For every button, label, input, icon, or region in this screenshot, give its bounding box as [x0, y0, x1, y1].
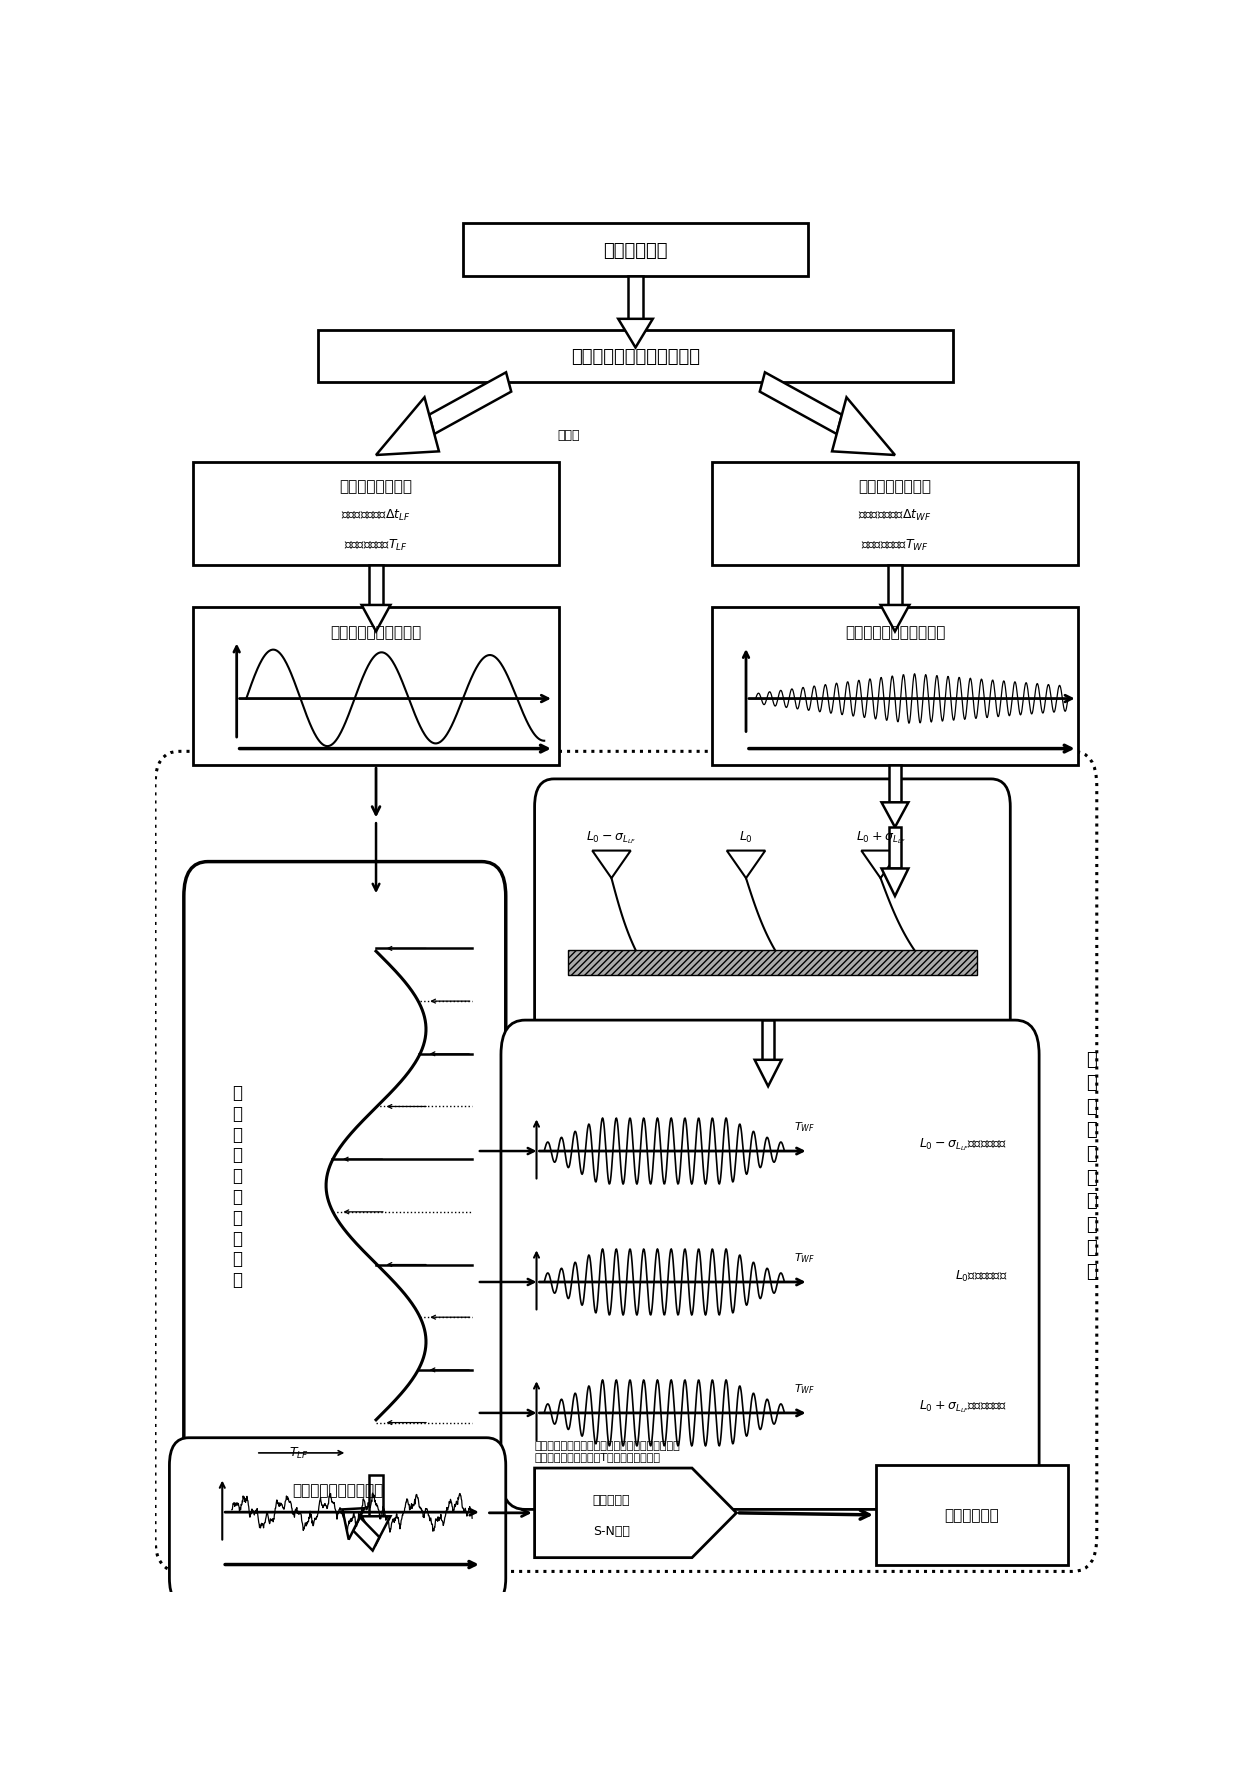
Text: $L_0$: $L_0$	[739, 830, 753, 844]
Bar	[888, 565, 901, 606]
Polygon shape	[534, 1469, 737, 1558]
Text: $T_{WF}$: $T_{WF}$	[794, 1120, 815, 1134]
Text: $T_{WF}$: $T_{WF}$	[794, 1381, 815, 1395]
Bar	[761, 1020, 774, 1061]
Bar	[370, 1476, 383, 1517]
Polygon shape	[880, 606, 909, 632]
Bar	[463, 224, 808, 277]
Text: 波频慢漂组合应力时程: 波频慢漂组合应力时程	[291, 1483, 383, 1497]
Text: $L_0$波频应力响应: $L_0$波频应力响应	[955, 1268, 1007, 1283]
Text: S-N曲线: S-N曲线	[593, 1524, 630, 1537]
Polygon shape	[353, 1517, 379, 1551]
Text: $T_{LF}$: $T_{LF}$	[289, 1446, 309, 1460]
Polygon shape	[362, 606, 391, 632]
Text: 数值模拟时间：$T_{WF}$: 数值模拟时间：$T_{WF}$	[862, 538, 929, 553]
Polygon shape	[429, 374, 511, 435]
Text: 立管波频运动分析: 立管波频运动分析	[858, 479, 931, 494]
Text: $L_0 - \sigma_{L_{LF}}$: $L_0 - \sigma_{L_{LF}}$	[587, 828, 636, 846]
Polygon shape	[862, 852, 900, 878]
Polygon shape	[882, 803, 909, 828]
Polygon shape	[593, 852, 631, 878]
Text: $L_0 + \sigma_{L_{LF}}$: $L_0 + \sigma_{L_{LF}}$	[856, 828, 905, 846]
Text: 加波流: 加波流	[557, 429, 579, 442]
Polygon shape	[619, 320, 652, 349]
Polygon shape	[832, 399, 895, 456]
Text: 雨流计数法: 雨流计数法	[593, 1494, 630, 1506]
Bar	[193, 606, 558, 766]
Polygon shape	[760, 374, 842, 435]
Polygon shape	[755, 1061, 781, 1086]
Bar	[889, 828, 901, 869]
Text: $L_0 + \sigma_{L_{LF}}$波频应力响应: $L_0 + \sigma_{L_{LF}}$波频应力响应	[919, 1397, 1007, 1415]
Bar	[193, 463, 558, 565]
Text: $L_0 - \sigma_{L_{LF}}$波频应力响应: $L_0 - \sigma_{L_{LF}}$波频应力响应	[919, 1136, 1007, 1152]
Text: 立管慢漂运动应力时程: 立管慢漂运动应力时程	[330, 624, 422, 639]
FancyBboxPatch shape	[501, 1020, 1039, 1510]
Text: 应
力
时
程
位
置
组
合
叠
加: 应 力 时 程 位 置 组 合 叠 加	[1086, 1050, 1097, 1281]
Polygon shape	[342, 1508, 365, 1540]
Text: 注：将不同慢漂位置下波频应力响应依次叠加到慢
漂运动应力响应，循环T时间内应力时程。: 注：将不同慢漂位置下波频应力响应依次叠加到慢 漂运动应力响应，循环T时间内应力时…	[534, 1440, 681, 1462]
Bar	[712, 463, 1078, 565]
FancyBboxPatch shape	[184, 862, 506, 1510]
Bar	[319, 331, 952, 383]
Text: 较大时间步长：$\Delta t_{LF}$: 较大时间步长：$\Delta t_{LF}$	[341, 508, 410, 522]
Bar	[568, 950, 977, 975]
Text: 数值模拟时间：$T_{LF}$: 数值模拟时间：$T_{LF}$	[345, 538, 408, 553]
Text: 悬挂点波频、慢漂位移时程: 悬挂点波频、慢漂位移时程	[570, 347, 701, 365]
Text: 低
频
运
动
应
力
时
程
曲
线: 低 频 运 动 应 力 时 程 曲 线	[232, 1084, 242, 1288]
Bar	[627, 277, 644, 320]
Text: 立管波频去均值应力时程: 立管波频去均值应力时程	[844, 624, 945, 639]
Bar	[712, 606, 1078, 766]
Bar	[889, 766, 901, 803]
Text: 较小时间步长：$\Delta t_{WF}$: 较小时间步长：$\Delta t_{WF}$	[858, 508, 931, 522]
Bar	[370, 565, 383, 606]
Text: 组合疲劳损伤: 组合疲劳损伤	[945, 1508, 999, 1522]
Bar	[875, 1465, 1068, 1565]
Polygon shape	[362, 1517, 391, 1544]
Polygon shape	[882, 869, 909, 896]
FancyBboxPatch shape	[170, 1438, 506, 1607]
Text: 平台运动模型: 平台运动模型	[603, 242, 668, 259]
Polygon shape	[727, 852, 765, 878]
Text: 立管慢漂运动分析: 立管慢漂运动分析	[340, 479, 413, 494]
Polygon shape	[376, 399, 439, 456]
Text: $T_{WF}$: $T_{WF}$	[794, 1251, 815, 1265]
FancyBboxPatch shape	[534, 780, 1011, 1048]
